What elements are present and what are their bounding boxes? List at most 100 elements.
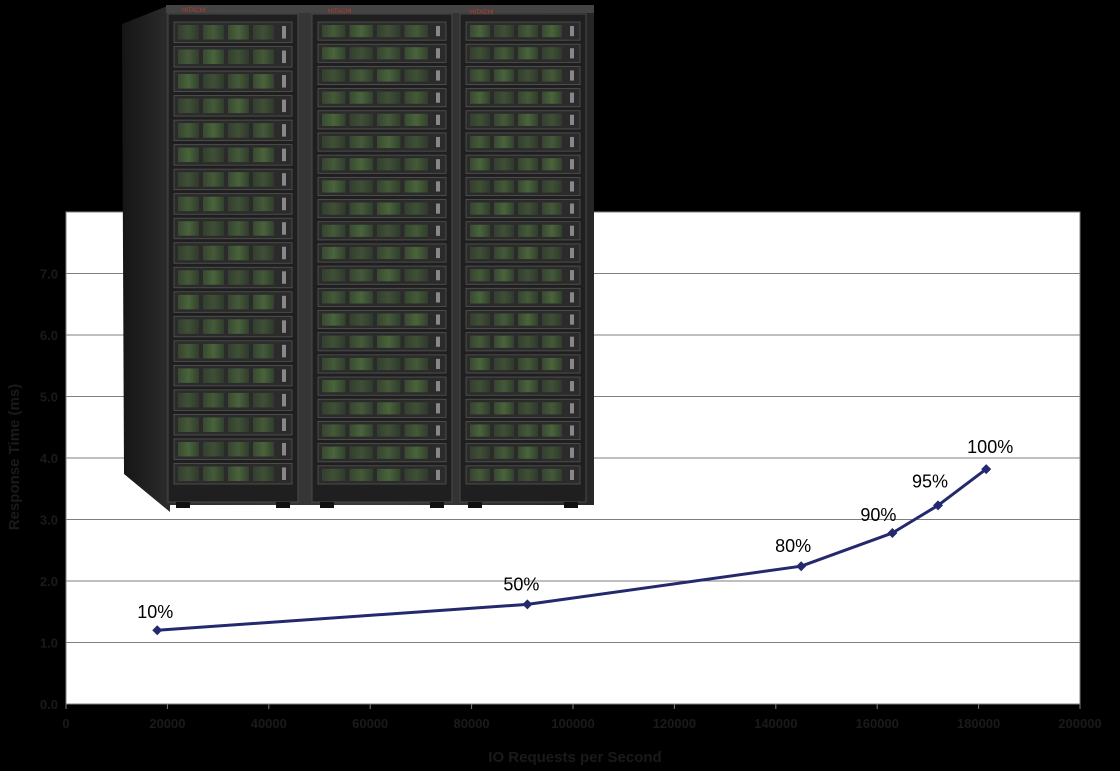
- drive-bay: [470, 135, 490, 149]
- drive-bay: [228, 417, 249, 432]
- drive-bay: [470, 25, 490, 38]
- drive-bay: [349, 202, 373, 215]
- drive-bay: [494, 446, 514, 459]
- drive-bay: [322, 158, 346, 171]
- drive-bay: [203, 221, 224, 236]
- drive-bay: [253, 441, 274, 457]
- y-tick-label: 0.0: [40, 697, 58, 712]
- drive-bay: [178, 25, 199, 40]
- drive-bay: [470, 180, 490, 193]
- drive-bay: [228, 123, 249, 138]
- drive-led: [436, 136, 440, 148]
- drive-bay: [228, 98, 249, 114]
- drive-bay: [178, 221, 199, 236]
- drive-bay: [404, 25, 428, 38]
- drive-bay: [494, 357, 514, 371]
- drive-bay: [322, 357, 346, 371]
- drive-bay: [253, 417, 274, 432]
- drive-bay: [542, 380, 562, 393]
- drive-bay: [518, 380, 538, 393]
- y-axis-title: Response Time (ms): [6, 384, 23, 530]
- drive-bay: [377, 291, 401, 304]
- drive-bay: [494, 135, 514, 149]
- drive-bay: [178, 368, 199, 383]
- drive-bay: [322, 69, 346, 82]
- drive-bay: [377, 91, 401, 104]
- drive-bay: [470, 402, 490, 415]
- drive-bay: [494, 468, 514, 481]
- drive-led: [282, 344, 286, 358]
- drive-bay: [322, 380, 346, 393]
- x-axis-ticks: 0 20000 40000 60000 80000 100000 120000 140000 1…: [62, 704, 1102, 731]
- drive-bay: [253, 466, 274, 481]
- drive-bay: [203, 74, 224, 89]
- drive-bay: [349, 224, 373, 237]
- drive-led: [436, 270, 440, 281]
- drive-bay: [228, 368, 249, 383]
- drive-bay: [470, 446, 490, 459]
- series-line: [157, 467, 988, 632]
- rack-side-panel: [122, 5, 170, 512]
- drive-bay: [470, 224, 490, 237]
- drive-bay: [253, 368, 274, 383]
- drive-led: [282, 442, 286, 456]
- drive-bay: [228, 319, 249, 334]
- drive-bay: [322, 269, 346, 282]
- drive-bay: [470, 113, 490, 126]
- brand-badge-3: HITACHI: [470, 10, 494, 16]
- drive-led: [570, 48, 574, 59]
- drive-bay: [322, 180, 346, 193]
- data-point-label: 80%: [775, 536, 811, 556]
- drive-bay: [377, 180, 401, 193]
- drive-bay: [178, 172, 199, 187]
- drive-led: [282, 148, 286, 162]
- drive-bay: [377, 25, 401, 38]
- drive-bay: [178, 270, 199, 285]
- y-tick-label: 4.0: [40, 451, 58, 466]
- drive-bay: [518, 468, 538, 481]
- data-point-label: 50%: [503, 574, 539, 594]
- rack-foot: [276, 502, 290, 508]
- drive-bay: [349, 158, 373, 171]
- drive-bay: [404, 357, 428, 371]
- x-axis-title: IO Requests per Second: [488, 749, 661, 766]
- drive-bay: [494, 313, 514, 326]
- drive-led: [282, 295, 286, 309]
- drive-bay: [228, 25, 249, 40]
- drive-bay: [349, 91, 373, 104]
- drive-bay: [253, 49, 274, 65]
- x-tick-label: 60000: [352, 716, 388, 731]
- drive-bay: [178, 441, 199, 457]
- drive-led: [436, 181, 440, 192]
- drive-led: [436, 469, 440, 480]
- drive-bay: [228, 294, 249, 310]
- drive-bay: [494, 69, 514, 82]
- drive-led: [282, 246, 286, 260]
- drive-led: [436, 425, 440, 436]
- drive-bay: [203, 49, 224, 65]
- drive-bay: [203, 25, 224, 40]
- drive-led: [282, 75, 286, 88]
- drive-bay: [518, 25, 538, 38]
- drive-bay: [322, 113, 346, 126]
- drive-bay: [494, 25, 514, 38]
- y-tick-label: 6.0: [40, 328, 58, 343]
- drive-led: [436, 403, 440, 414]
- storage-rack-image: HITACHI HITACHI HITACHI: [122, 5, 594, 512]
- drive-bay: [253, 319, 274, 334]
- x-tick-label: 120000: [653, 716, 696, 731]
- drive-bay: [349, 446, 373, 459]
- drive-bay: [518, 202, 538, 215]
- drive-bay: [542, 135, 562, 149]
- rack-foot: [564, 502, 578, 508]
- drive-bay: [404, 158, 428, 171]
- drive-bay: [349, 313, 373, 326]
- drive-bay: [470, 313, 490, 326]
- drive-bay: [203, 466, 224, 481]
- rack-foot: [320, 502, 334, 508]
- drive-bay: [377, 424, 401, 437]
- drive-bay: [377, 335, 401, 348]
- drive-bay: [253, 221, 274, 236]
- y-tick-label: 1.0: [40, 636, 58, 651]
